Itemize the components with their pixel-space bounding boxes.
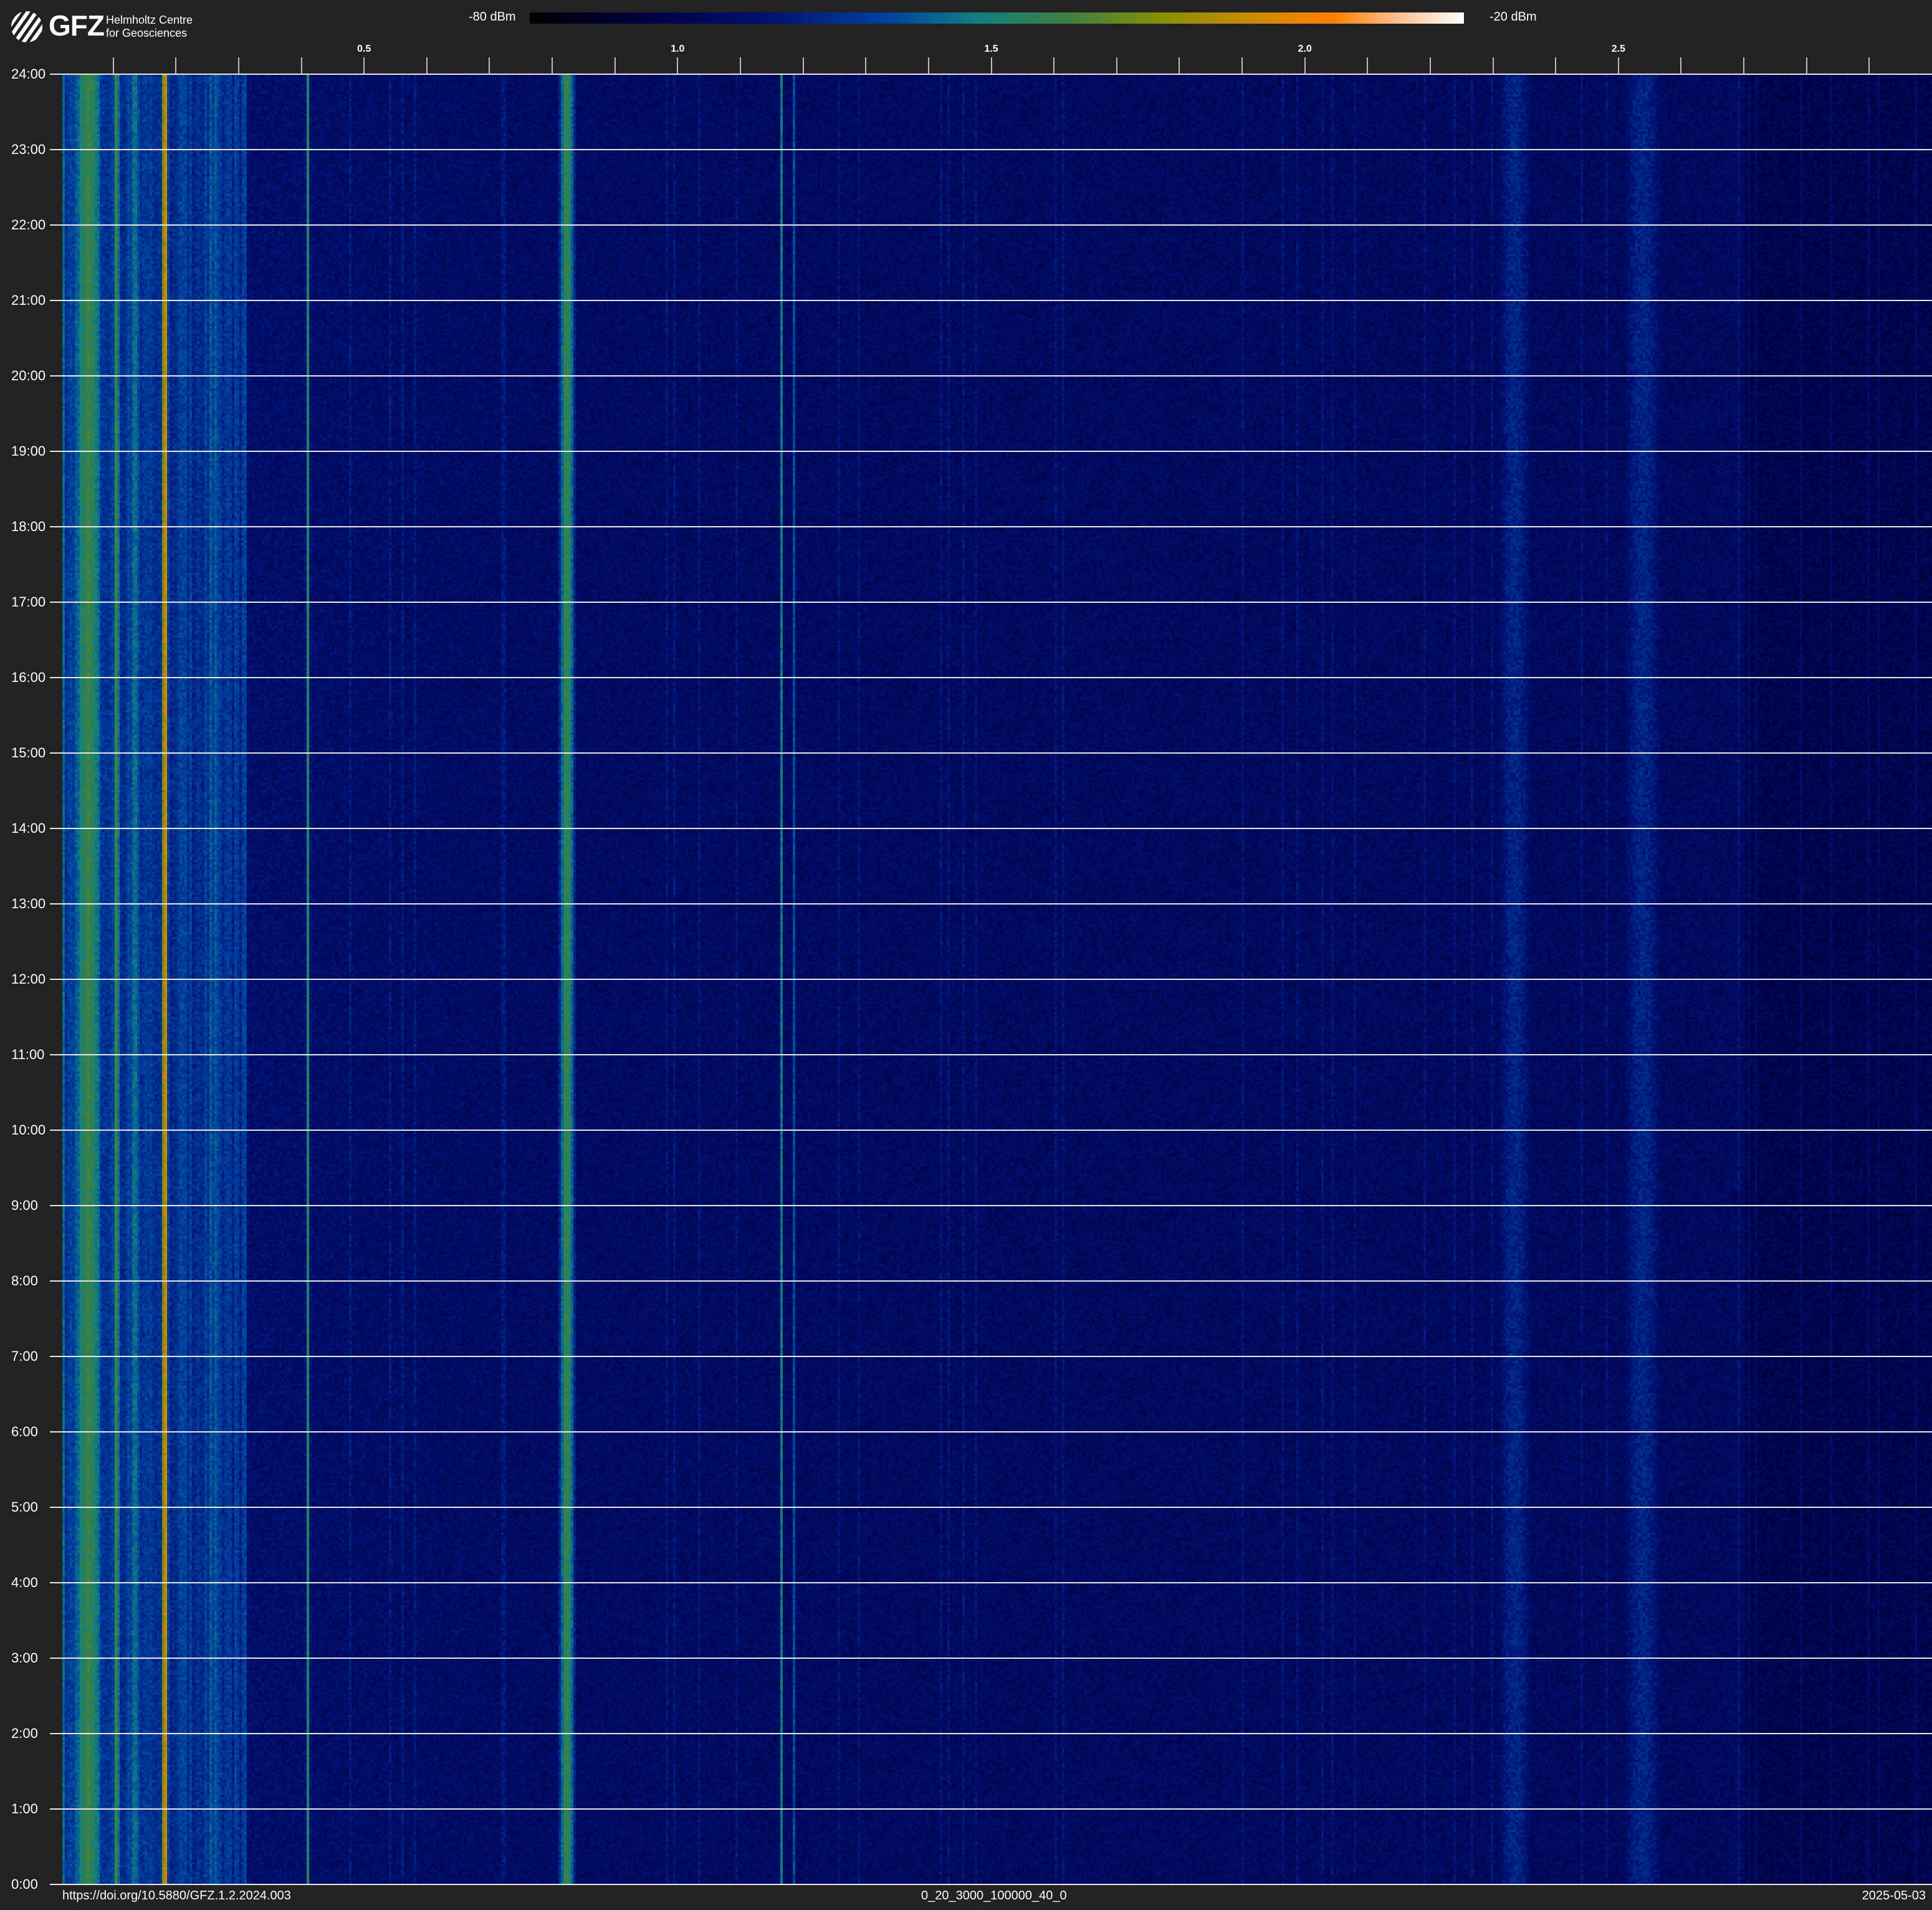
hour-gridline bbox=[50, 224, 1932, 226]
time-tick-label: 24:00 bbox=[11, 66, 46, 82]
time-tick-label: 3:00 bbox=[11, 1650, 38, 1666]
frequency-tick bbox=[1868, 57, 1870, 74]
hour-gridline bbox=[50, 375, 1932, 377]
hour-gridline bbox=[50, 752, 1932, 754]
frequency-tick-label: 0.5 bbox=[357, 44, 371, 54]
frequency-tick-label: 1.5 bbox=[984, 44, 998, 54]
frequency-tick bbox=[426, 57, 428, 74]
time-tick-label: 5:00 bbox=[11, 1499, 38, 1515]
frequency-tick bbox=[1304, 57, 1306, 74]
time-tick-label: 14:00 bbox=[11, 820, 46, 836]
time-tick-label: 20:00 bbox=[11, 368, 46, 383]
frequency-tick bbox=[1179, 57, 1180, 74]
time-tick-label: 17:00 bbox=[11, 594, 46, 610]
logo-subtitle: Helmholtz Centre for Geosciences bbox=[106, 14, 193, 40]
hour-gridline bbox=[50, 526, 1932, 527]
frequency-tick bbox=[489, 57, 490, 74]
frequency-tick bbox=[1429, 57, 1431, 74]
frequency-tick bbox=[1367, 57, 1369, 74]
time-tick-label: 7:00 bbox=[11, 1348, 38, 1364]
time-tick-label: 13:00 bbox=[11, 896, 46, 911]
doi-link[interactable]: https://doi.org/10.5880/GFZ.1.2.2024.003 bbox=[62, 1889, 291, 1903]
frequency-tick bbox=[865, 57, 867, 74]
time-tick-label: 16:00 bbox=[11, 669, 46, 685]
frequency-tick bbox=[1743, 57, 1745, 74]
gfz-logo-mark-icon bbox=[11, 11, 42, 42]
time-tick-label: 8:00 bbox=[11, 1273, 38, 1289]
time-tick-label: 9:00 bbox=[11, 1197, 38, 1213]
time-tick-label: 10:00 bbox=[11, 1122, 46, 1138]
colorbar-max-label: -20 dBm bbox=[1490, 10, 1537, 24]
frequency-tick bbox=[614, 57, 616, 74]
time-tick-label: 12:00 bbox=[11, 971, 46, 987]
logo-text: GFZ bbox=[49, 9, 105, 42]
frequency-tick-label: 1.0 bbox=[671, 44, 685, 54]
frequency-tick bbox=[677, 57, 679, 74]
time-tick-label: 21:00 bbox=[11, 292, 46, 308]
frequency-tick bbox=[1617, 57, 1619, 74]
frequency-tick bbox=[927, 57, 929, 74]
hour-gridline bbox=[50, 1582, 1932, 1583]
time-tick-label: 2:00 bbox=[11, 1725, 38, 1741]
time-tick-label: 1:00 bbox=[11, 1801, 38, 1816]
hour-gridline bbox=[50, 451, 1932, 452]
frequency-tick bbox=[1555, 57, 1557, 74]
logo-subtitle-line1: Helmholtz Centre bbox=[106, 14, 193, 26]
frequency-tick bbox=[1805, 57, 1807, 74]
hour-gridline bbox=[50, 1808, 1932, 1810]
time-tick-label: 6:00 bbox=[11, 1424, 38, 1439]
hour-gridline bbox=[50, 677, 1932, 678]
frequency-tick bbox=[1053, 57, 1055, 74]
hour-gridline bbox=[50, 149, 1932, 150]
frequency-tick bbox=[802, 57, 804, 74]
frequency-tick bbox=[1492, 57, 1494, 74]
frequency-tick bbox=[1116, 57, 1117, 74]
hour-gridline bbox=[50, 1733, 1932, 1734]
date-label: 2025-05-03 bbox=[1862, 1889, 1926, 1903]
time-tick-label: 4:00 bbox=[11, 1575, 38, 1590]
hour-gridline bbox=[50, 1658, 1932, 1659]
frequency-tick bbox=[237, 57, 239, 74]
colorbar-min-label: -80 dBm bbox=[469, 10, 516, 24]
logo-subtitle-line2: for Geosciences bbox=[106, 27, 188, 39]
frequency-tick bbox=[300, 57, 302, 74]
time-tick-label: 0:00 bbox=[11, 1876, 38, 1892]
hour-gridline bbox=[50, 602, 1932, 603]
frequency-tick bbox=[175, 57, 177, 74]
frequency-tick bbox=[112, 57, 114, 74]
hour-gridline bbox=[50, 300, 1932, 301]
frequency-tick bbox=[1680, 57, 1682, 74]
time-tick-label: 15:00 bbox=[11, 745, 46, 761]
frequency-tick bbox=[990, 57, 992, 74]
time-tick-label: 22:00 bbox=[11, 217, 46, 233]
frequency-tick bbox=[1241, 57, 1243, 74]
frequency-tick bbox=[739, 57, 741, 74]
frequency-tick-label: 2.0 bbox=[1298, 44, 1312, 54]
hour-gridline bbox=[50, 903, 1932, 905]
hour-gridline bbox=[50, 1884, 1932, 1885]
frequency-tick bbox=[363, 57, 365, 74]
hour-gridline bbox=[50, 1205, 1932, 1206]
hour-gridline bbox=[50, 1054, 1932, 1055]
hour-gridline bbox=[50, 828, 1932, 829]
gfz-logo: GFZ Helmholtz Centre for Geosciences bbox=[11, 9, 198, 42]
hour-gridline bbox=[50, 1431, 1932, 1432]
hour-gridline bbox=[50, 979, 1932, 980]
hour-gridline bbox=[50, 74, 1932, 75]
frequency-tick-label: 2.5 bbox=[1611, 44, 1625, 54]
time-tick-label: 19:00 bbox=[11, 443, 46, 459]
parameters-label: 0_20_3000_100000_40_0 bbox=[921, 1889, 1067, 1903]
hour-gridline bbox=[50, 1356, 1932, 1357]
colorbar bbox=[530, 12, 1464, 24]
hour-gridline bbox=[50, 1280, 1932, 1282]
hour-gridline bbox=[50, 1507, 1932, 1508]
hour-gridline bbox=[50, 1130, 1932, 1131]
time-tick-label: 23:00 bbox=[11, 142, 46, 157]
time-tick-label: 18:00 bbox=[11, 519, 46, 534]
frequency-tick bbox=[552, 57, 553, 74]
time-tick-label: 11:00 bbox=[11, 1047, 45, 1062]
